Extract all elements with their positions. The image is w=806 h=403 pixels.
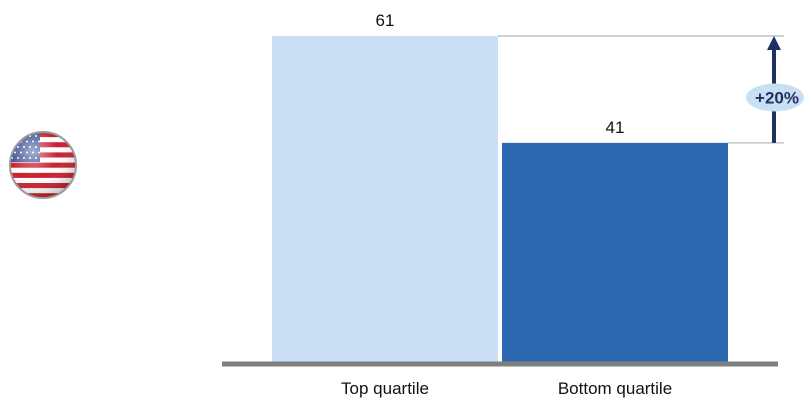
value-label: 41 <box>606 118 625 137</box>
difference-bubble <box>746 83 804 112</box>
value-label: 61 <box>376 11 395 30</box>
x-tick-label: Top quartile <box>341 379 429 398</box>
x-tick-label: Bottom quartile <box>558 379 672 398</box>
us-flag-icon <box>9 131 77 199</box>
bar-top-quartile <box>272 36 498 362</box>
difference-label: +20% <box>755 88 799 107</box>
arrow-head-icon <box>767 36 781 50</box>
bar-bottom-quartile <box>502 142 728 362</box>
